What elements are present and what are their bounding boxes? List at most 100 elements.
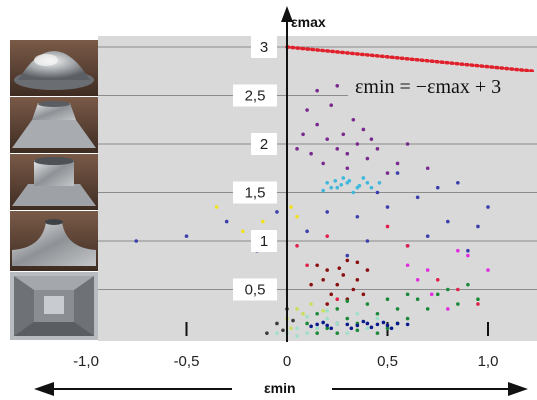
data-point xyxy=(395,307,400,311)
data-point xyxy=(325,302,330,306)
y-tick-label: 3 xyxy=(260,39,268,56)
data-point xyxy=(355,278,360,282)
data-point xyxy=(345,299,350,303)
data-point xyxy=(339,182,344,187)
data-point xyxy=(301,311,305,316)
data-point xyxy=(365,239,370,243)
data-point xyxy=(456,287,460,292)
data-point xyxy=(369,325,374,330)
data-point xyxy=(309,151,313,156)
data-point xyxy=(325,309,330,313)
data-point xyxy=(355,328,360,333)
data-point xyxy=(429,292,434,297)
data-point xyxy=(325,268,330,272)
data-point xyxy=(355,323,360,328)
data-point xyxy=(321,278,325,282)
data-point xyxy=(315,122,319,127)
data-point xyxy=(365,321,370,326)
data-point xyxy=(214,205,219,209)
data-point xyxy=(315,322,319,327)
data-point xyxy=(375,190,380,195)
data-point xyxy=(385,323,390,328)
data-point xyxy=(335,307,340,311)
cone-sample-photo xyxy=(10,97,98,153)
data-point xyxy=(341,176,346,180)
data-point xyxy=(345,316,350,321)
data-point xyxy=(415,278,420,282)
data-point xyxy=(289,326,293,331)
data-point xyxy=(425,234,430,238)
y-axis-arrowhead xyxy=(281,6,293,22)
data-point xyxy=(425,307,430,311)
data-point xyxy=(301,132,305,137)
y-tick-label: 1 xyxy=(260,233,268,250)
y-tick-label: 1,5 xyxy=(245,185,266,202)
data-point xyxy=(405,263,410,268)
data-point xyxy=(305,229,309,234)
data-point xyxy=(295,244,299,248)
data-point xyxy=(361,176,366,180)
data-point xyxy=(315,88,319,93)
data-point xyxy=(486,205,490,209)
data-point xyxy=(349,326,354,331)
data-point xyxy=(435,278,440,282)
y-tick-label-box xyxy=(233,84,277,107)
data-point xyxy=(456,181,460,185)
data-point xyxy=(365,326,370,331)
y-tick-label-box xyxy=(251,133,277,155)
data-point xyxy=(365,181,370,185)
sample-photos xyxy=(10,40,98,340)
data-point xyxy=(365,268,370,272)
data-point xyxy=(329,326,334,331)
data-point xyxy=(321,188,325,193)
y-tick-label: 2 xyxy=(260,136,268,153)
data-point xyxy=(476,302,480,306)
data-point xyxy=(305,331,309,335)
data-point xyxy=(275,331,279,335)
x-tick-label: 0,5 xyxy=(377,353,398,370)
data-point xyxy=(295,147,299,151)
data-point xyxy=(315,263,319,268)
data-point xyxy=(446,307,450,311)
data-point xyxy=(385,171,390,175)
tube-sample-photo xyxy=(10,154,98,210)
gridlines xyxy=(98,46,537,290)
data-point xyxy=(325,234,330,238)
data-point xyxy=(345,322,350,327)
data-point xyxy=(405,322,410,327)
data-point xyxy=(134,239,139,243)
data-point xyxy=(184,234,189,238)
data-point xyxy=(486,268,490,272)
data-point xyxy=(405,292,410,297)
data-point xyxy=(347,179,352,183)
data-point xyxy=(355,311,360,316)
data-point xyxy=(325,323,330,328)
data-point xyxy=(315,331,319,335)
data-point xyxy=(335,185,340,190)
data-point xyxy=(415,297,420,302)
data-point xyxy=(309,282,313,287)
data-point xyxy=(355,214,360,219)
data-point xyxy=(375,311,380,316)
data-point xyxy=(261,219,265,224)
data-point xyxy=(369,185,374,190)
data-point xyxy=(435,292,440,297)
data-point xyxy=(291,318,295,323)
data-point xyxy=(355,142,360,146)
y-tick-label: 0,5 xyxy=(245,282,266,299)
data-point xyxy=(325,137,330,141)
dome-sample-photo xyxy=(10,40,98,96)
data-point xyxy=(305,108,309,112)
data-point xyxy=(395,321,400,326)
data-point xyxy=(415,195,420,200)
data-point xyxy=(476,224,480,229)
x-axis-title: εmin xyxy=(264,380,296,396)
x-tick-label: 1,0 xyxy=(478,353,499,370)
data-point xyxy=(466,282,470,287)
data-point xyxy=(361,319,366,324)
x-tick-label: -1,0 xyxy=(73,353,99,370)
data-point xyxy=(385,224,390,229)
data-point xyxy=(295,307,299,311)
limit-line-equation-text: εmin = −εmax + 3 xyxy=(355,76,501,98)
